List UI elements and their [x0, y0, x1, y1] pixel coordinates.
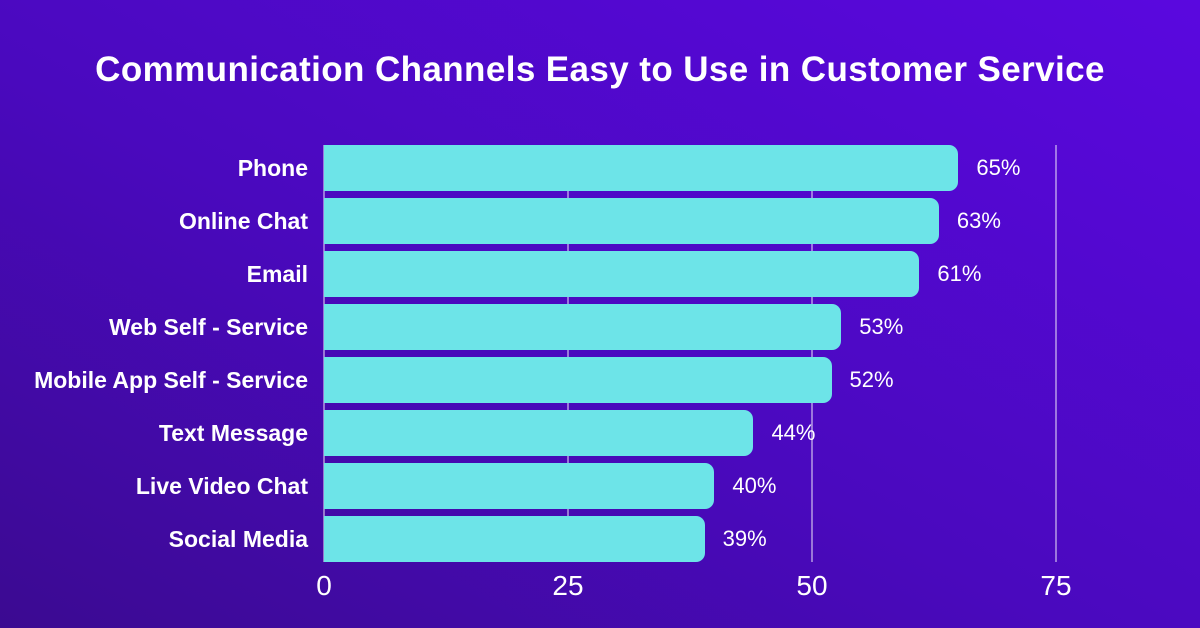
x-tick-label-0: 0 — [316, 570, 332, 601]
value-label: 63% — [956, 208, 1001, 233]
bar-row: Online Chat 63% — [0, 198, 1200, 244]
value-label: 39% — [722, 526, 767, 551]
bar — [324, 304, 842, 350]
gridline-25 — [567, 145, 569, 562]
bar — [324, 198, 939, 244]
bar-row: Social Media 39% — [0, 516, 1200, 562]
value-label: 61% — [937, 261, 982, 286]
x-tick-label-75: 75 — [1040, 570, 1072, 601]
category-label: Mobile App Self - Service — [34, 367, 308, 393]
x-axis-tick-labels: 0 25 50 75 — [316, 570, 1071, 610]
bar — [324, 463, 715, 509]
category-label: Social Media — [168, 526, 308, 552]
bar — [324, 145, 959, 191]
value-label: 65% — [976, 155, 1021, 180]
category-label: Online Chat — [178, 208, 308, 234]
x-tick-label-50: 50 — [796, 570, 828, 601]
category-label: Web Self - Service — [109, 314, 308, 340]
category-label: Live Video Chat — [135, 473, 308, 499]
bar-row: Phone 65% — [0, 145, 1200, 191]
category-label: Phone — [237, 155, 308, 181]
value-label: 40% — [732, 473, 777, 498]
bar — [324, 251, 920, 297]
bar-chart-plot-area: Phone 65% Online Chat 63% Email 61% Web Self -… — [0, 145, 1200, 562]
bar — [324, 410, 754, 456]
value-label: 52% — [849, 367, 894, 392]
chart-title: Communication Channels Easy to Use in Cu… — [95, 50, 1105, 89]
bar-row: Email 61% — [0, 251, 1200, 297]
value-label: 44% — [771, 420, 816, 445]
gridline-75 — [1055, 145, 1057, 562]
bar-row: Live Video Chat 40% — [0, 463, 1200, 509]
bar-row: Mobile App Self - Service 52% — [0, 357, 1200, 403]
x-tick-label-25: 25 — [552, 570, 584, 601]
bar-row: Web Self - Service 53% — [0, 304, 1200, 350]
gridlines — [323, 145, 1057, 562]
gridline-0 — [323, 145, 325, 562]
value-label: 53% — [859, 314, 904, 339]
bar — [324, 357, 832, 403]
category-label: Email — [246, 261, 308, 287]
bar — [324, 516, 705, 562]
bar-row: Text Message 44% — [0, 410, 1200, 456]
gridline-50 — [811, 145, 813, 562]
category-label: Text Message — [158, 420, 308, 446]
